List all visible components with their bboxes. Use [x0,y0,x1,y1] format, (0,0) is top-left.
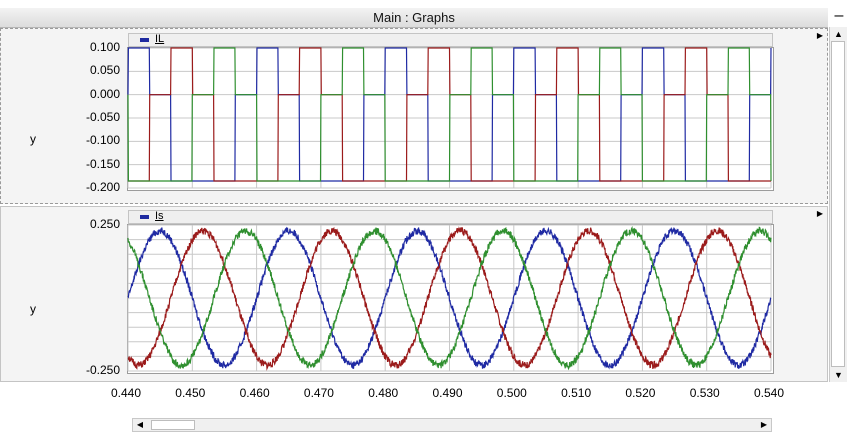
x-tick-label: 0.510 [561,386,592,400]
legend-il: IL [128,33,773,47]
y-tick-label: 0.250 [89,217,120,231]
y-tick-label: 0.000 [89,86,120,101]
legend-is: Is [128,210,773,224]
y-tick-label: -0.250 [85,363,120,377]
scroll-down-arrow-icon[interactable]: ▼ [834,370,843,380]
series-line [128,47,771,182]
y-tick-label: -0.100 [85,133,120,148]
scroll-up-arrow-icon[interactable]: ▲ [834,29,843,39]
horizontal-scrollbar[interactable]: ◀ ▶ [132,418,772,432]
legend-label: Is [155,210,164,222]
x-tick-label: 0.530 [689,386,720,400]
horizontal-scroll-thumb[interactable] [151,420,195,430]
vertical-scroll-thumb[interactable] [831,41,845,367]
x-tick-label: 0.520 [625,386,656,400]
y-tick-label: -0.200 [85,180,120,194]
y-tick-label: 0.050 [89,63,120,78]
plot-area-is[interactable] [127,224,774,374]
x-tick-label: 0.440 [111,386,142,400]
x-tick-label: 0.470 [303,386,334,400]
legend-label: IL [155,33,165,45]
scroll-right-arrow-icon[interactable]: ▶ [760,420,768,429]
y-tick-label: -0.050 [85,110,120,124]
x-tick-label: 0.480 [368,386,399,400]
x-tick-label: 0.450 [175,386,206,400]
panel-menu-arrow-icon[interactable]: ▶ [816,31,823,40]
y-tick-label: -0.150 [85,156,120,171]
window-titlebar: Main : Graphs [0,8,828,28]
x-tick-label: 0.490 [432,386,463,400]
legend-swatch-icon [140,215,149,219]
y-tick-label: 0.100 [89,40,120,54]
window-title: Main : Graphs [373,10,455,25]
series-line [127,226,772,371]
y-axis-label: y [30,132,36,146]
x-tick-label: 0.460 [239,386,270,400]
legend-swatch-icon [140,38,149,42]
minimize-button[interactable]: – [834,7,844,24]
y-axis-label: y [30,302,36,316]
series-line [127,226,772,370]
series-line [127,47,772,182]
series-line [127,225,772,371]
x-tick-label: 0.540 [754,386,785,400]
panel-menu-arrow-icon[interactable]: ▶ [816,209,823,218]
x-tick-label: 0.500 [496,386,527,400]
scroll-left-arrow-icon[interactable]: ◀ [136,420,144,429]
vertical-scrollbar[interactable]: ▲ ▼ [829,27,847,382]
